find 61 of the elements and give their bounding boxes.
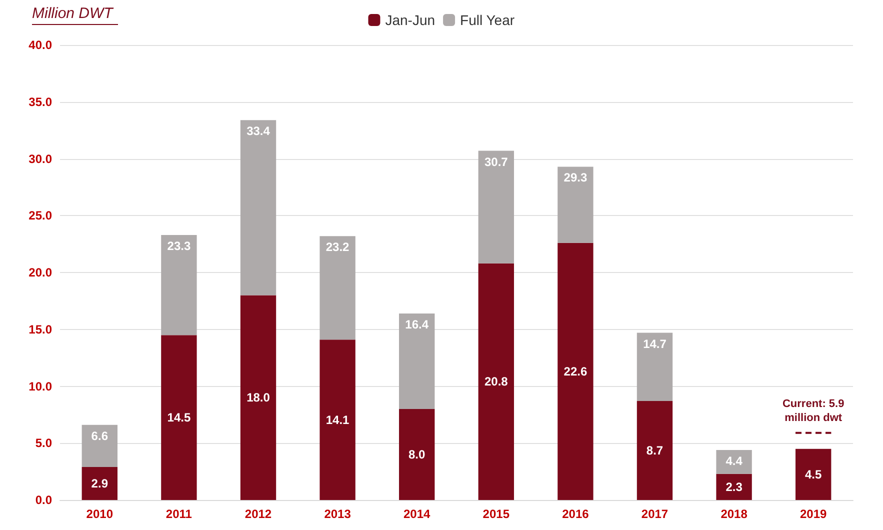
text: 5.0 [35,436,52,450]
bar [478,263,514,500]
x-tick-label: 2012 [244,507,272,521]
text: 40.0 [28,38,52,52]
total-label: 23.3 [167,238,191,253]
total-label: 30.7 [484,154,508,169]
bar [240,120,276,296]
legend-label: Jan-Jun [385,12,436,28]
text: 0.0 [35,493,52,507]
bar [82,467,118,500]
ref-line-label: Current: 5.9 million dwt [782,398,844,424]
total-label: 6.6 [91,428,108,443]
bar [240,295,276,500]
y-axis-title: Million DWT [32,5,115,22]
bar [716,450,752,474]
bar [82,424,118,468]
x-tick-label: 2010 [86,507,114,521]
x-tick-label: 2014 [404,507,431,521]
data-label: 20.8 [484,374,508,389]
data-label: 22.6 [564,364,588,378]
bar [399,409,435,500]
data-label: 2.9 [91,476,108,491]
bar [161,335,197,500]
data-label: 8.0 [408,448,426,462]
data-label: 14.1 [326,412,350,427]
total-label: 23.2 [326,240,350,254]
data-label: 2.3 [726,480,743,494]
bar [636,332,673,402]
bar [320,236,356,340]
text: 20.0 [28,266,52,280]
bar [399,313,435,409]
data-label: 4.5 [805,467,822,482]
bar [716,474,752,500]
bar [796,448,832,500]
bar [636,401,673,500]
bar [558,242,594,500]
x-tick-label: 2011 [166,507,192,521]
text: 10.0 [28,379,52,394]
data-label: 14.5 [167,410,191,425]
text: 15.0 [28,322,52,336]
x-tick-label: 2015 [482,507,510,521]
bar [558,166,594,243]
bar [161,234,197,336]
total-label: 4.4 [726,454,743,468]
total-label: 14.7 [643,336,667,351]
bar [320,340,356,500]
x-tick-label: 2017 [641,507,668,521]
total-label: 29.3 [564,170,588,185]
text: 30.0 [28,152,52,166]
text: 25.0 [28,208,52,223]
bar [478,150,514,264]
data-label: 8.7 [646,444,664,458]
x-tick-label: 2016 [562,507,590,521]
data-label: 18.0 [246,390,270,405]
x-tick-label: 2013 [324,507,352,521]
text: 35.0 [28,94,52,109]
legend-label: Full Year [460,12,515,28]
total-label: 16.4 [405,317,429,332]
x-tick-label: 2018 [720,507,748,521]
x-tick-label: 2019 [800,507,828,521]
total-label: 33.4 [246,124,270,138]
